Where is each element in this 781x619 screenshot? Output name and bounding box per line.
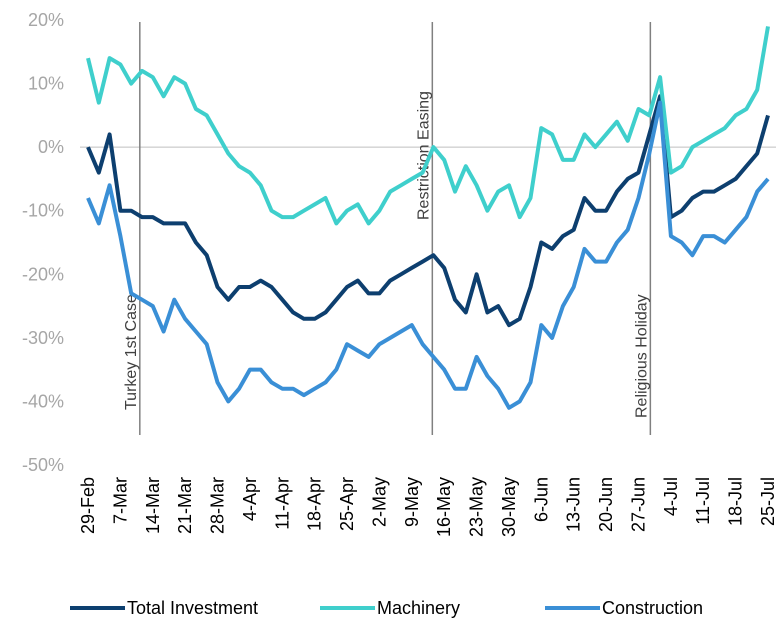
x-tick-label: 18-Apr <box>305 477 325 531</box>
x-tick-label: 16-May <box>434 477 454 537</box>
y-tick-label: -50% <box>22 455 64 475</box>
x-tick-label: 2-May <box>369 477 389 527</box>
x-tick-label: 11-Jul <box>693 477 713 525</box>
x-tick-label: 25-Jul <box>758 477 778 526</box>
x-tick-label: 11-Apr <box>272 477 292 530</box>
x-tick-label: 21-Mar <box>175 477 195 534</box>
y-tick-label: 10% <box>28 74 64 94</box>
y-tick-label: -40% <box>22 391 64 411</box>
legend-label: Construction <box>602 598 703 618</box>
x-tick-label: 27-Jun <box>628 477 648 532</box>
annotation: Restriction Easing <box>415 91 432 220</box>
x-tick-label: 29-Feb <box>78 477 98 534</box>
x-tick-label: 25-Apr <box>337 477 357 531</box>
series-line <box>86 26 770 226</box>
x-tick-label: 13-Jun <box>564 477 584 532</box>
x-tick-label: 28-Mar <box>208 477 228 534</box>
annotation: Turkey 1st Case <box>123 294 140 410</box>
y-tick-label: 0% <box>38 137 64 157</box>
y-tick-label: -10% <box>22 201 64 221</box>
annotation: Religious Holiday <box>633 294 650 418</box>
x-tick-label: 20-Jun <box>596 477 616 532</box>
x-tick-label: 4-Jul <box>661 477 681 516</box>
x-tick-label: 30-May <box>499 477 519 537</box>
x-tick-label: 18-Jul <box>726 477 746 526</box>
y-tick-label: 20% <box>28 10 64 30</box>
series-line <box>86 100 770 410</box>
x-tick-label: 4-Apr <box>240 477 260 521</box>
x-tick-label: 7-Mar <box>110 477 130 524</box>
series-line <box>86 94 770 328</box>
y-tick-label: -20% <box>22 264 64 284</box>
x-tick-label: 23-May <box>467 477 487 537</box>
legend-label: Machinery <box>377 598 460 618</box>
y-tick-label: -30% <box>22 328 64 348</box>
x-tick-label: 6-Jun <box>531 477 551 522</box>
legend-label: Total Investment <box>127 598 258 618</box>
x-tick-label: 14-Mar <box>143 477 163 534</box>
x-tick-label: 9-May <box>402 477 422 527</box>
